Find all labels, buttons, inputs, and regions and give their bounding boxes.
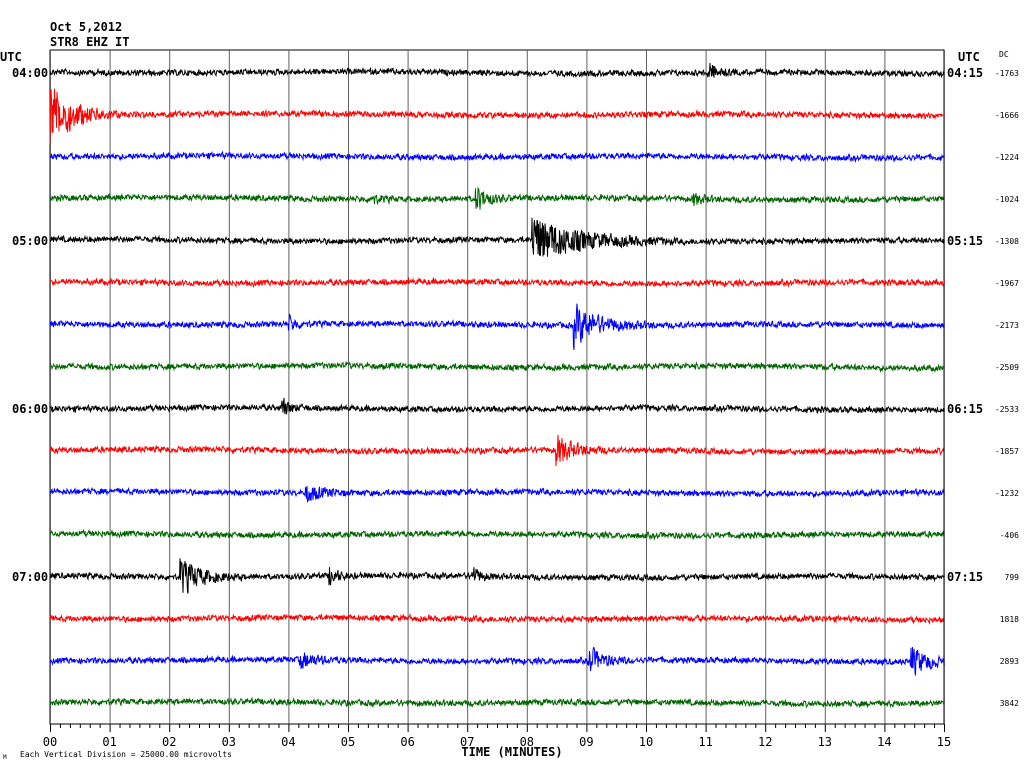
dc-value-label: 2893 <box>1000 657 1019 666</box>
trace-line <box>49 186 944 210</box>
right-time-label: 04:15 <box>947 66 983 80</box>
left-utc-label: UTC <box>0 50 22 64</box>
x-tick-label: 05 <box>341 735 355 749</box>
x-tick-label: 04 <box>281 735 295 749</box>
x-tick-label: 15 <box>937 735 951 749</box>
trace-line <box>49 434 945 467</box>
x-tick-label: 06 <box>400 735 414 749</box>
grid <box>49 49 945 732</box>
scale-note: Each Vertical Division = 25000.00 microv… <box>20 750 232 759</box>
trace-line <box>49 62 945 79</box>
x-tick-label: 13 <box>818 735 832 749</box>
right-time-label: 07:15 <box>947 570 983 584</box>
label-group: 00 01 02 03 04 05 06 07 08 09 10 11 12 13 14 15 TIME (MI… <box>0 50 1019 759</box>
x-tick-label: 10 <box>639 735 653 749</box>
x-axis-label: TIME (MINUTES) <box>461 745 562 759</box>
dc-value-label: -2533 <box>995 405 1019 414</box>
dc-value-label: 799 <box>1005 573 1020 582</box>
trace-line <box>49 88 945 144</box>
x-tick-label: 01 <box>102 735 116 749</box>
dc-value-label: 3842 <box>1000 699 1019 708</box>
left-time-label: 06:00 <box>12 402 48 416</box>
plot-date: Oct 5,2012 <box>50 20 123 34</box>
dc-value-label: -1224 <box>995 153 1019 162</box>
dc-value-label: -1857 <box>995 447 1019 456</box>
dc-label: DC <box>999 50 1009 59</box>
station-id: STR8 EHZ IT <box>50 35 130 49</box>
x-tick-label: 08 <box>520 735 534 749</box>
trace-line <box>49 528 945 541</box>
x-tick-label: 11 <box>698 735 712 749</box>
dc-value-label: -2173 <box>995 321 1019 330</box>
right-time-label: 06:15 <box>947 402 983 416</box>
trace-line <box>49 150 945 163</box>
trace-line <box>49 397 945 415</box>
right-time-label: 05:15 <box>947 234 983 248</box>
left-time-label: 07:00 <box>12 570 48 584</box>
left-time-label: 04:00 <box>12 66 48 80</box>
trace-line <box>49 696 945 709</box>
trace-line <box>49 612 945 625</box>
dc-value-label: 1818 <box>1000 615 1019 624</box>
dc-value-label: -1232 <box>995 489 1019 498</box>
dc-value-label: -1666 <box>995 111 1019 120</box>
trace-line <box>49 360 945 374</box>
x-tick-label: 02 <box>162 735 176 749</box>
dc-value-label: -1024 <box>995 195 1019 204</box>
trace-line <box>49 276 945 289</box>
trace-line <box>49 646 945 676</box>
trace-line <box>49 303 945 350</box>
trace-line <box>49 485 945 503</box>
x-tick-label: 14 <box>877 735 891 749</box>
dc-value-label: -1763 <box>995 69 1019 78</box>
x-tick-label: 00 <box>43 735 57 749</box>
x-tick-label: 03 <box>222 735 236 749</box>
plot-frame <box>49 49 945 725</box>
dc-value-label: -406 <box>1000 531 1019 540</box>
trace-line <box>49 558 945 594</box>
left-time-label: 05:00 <box>12 234 48 248</box>
x-tick-label: 09 <box>579 735 593 749</box>
trace-group <box>49 62 945 709</box>
right-utc-label: UTC <box>958 50 980 64</box>
x-tick-label: 12 <box>758 735 772 749</box>
trace-line <box>49 217 945 257</box>
corner-mark: M <box>3 754 7 761</box>
dc-value-label: -1967 <box>995 279 1019 288</box>
dc-value-label: -2509 <box>995 363 1019 372</box>
dc-value-label: -1308 <box>995 237 1019 246</box>
x-tick-label: 07 <box>460 735 474 749</box>
